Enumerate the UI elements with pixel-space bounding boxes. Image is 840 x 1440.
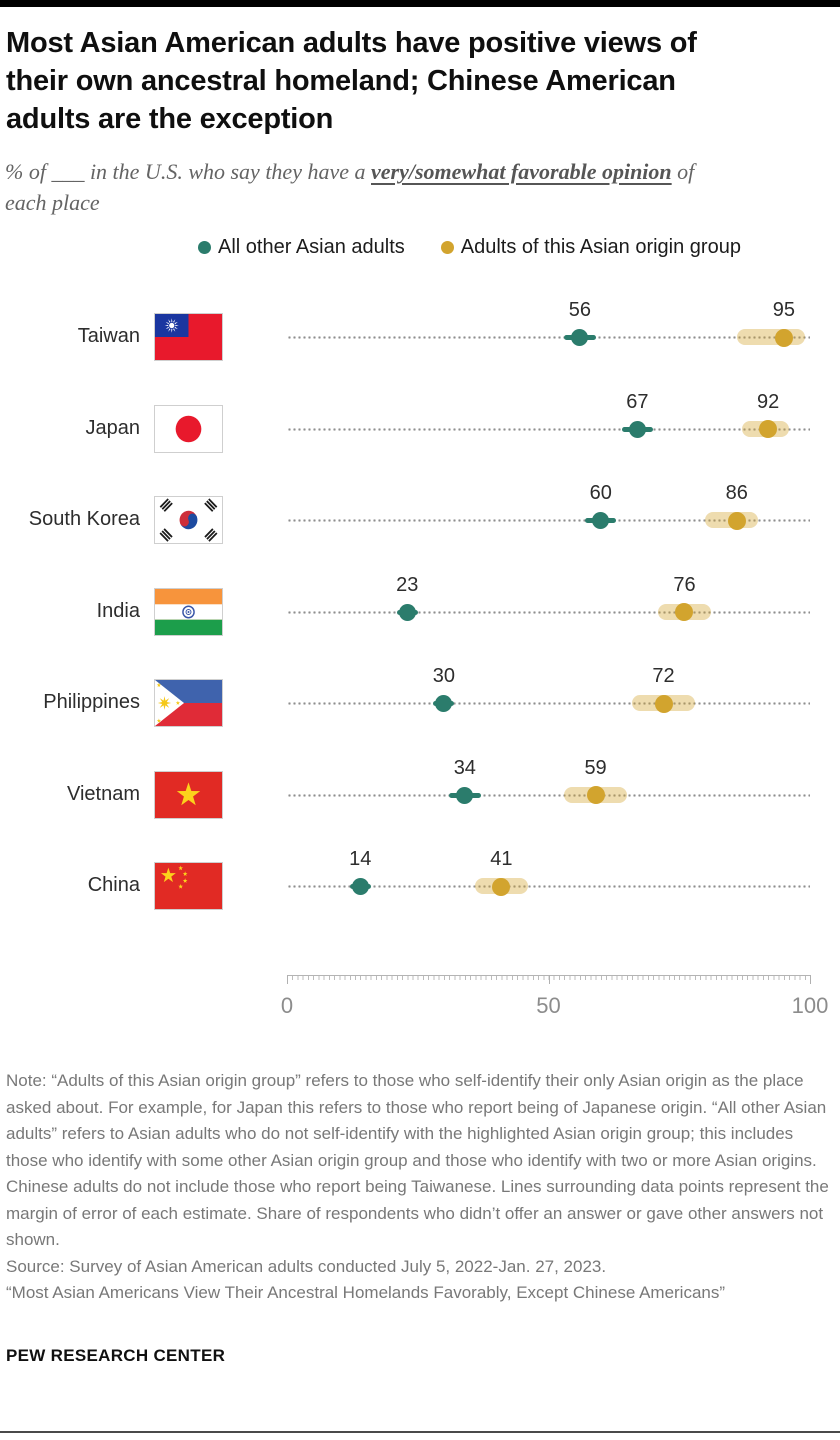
origin-dot	[774, 328, 793, 347]
axis-tick-100	[810, 975, 811, 984]
legend-label-origin: Adults of this Asian origin group	[460, 236, 741, 258]
subtitle-prefix: % of ___ in the U.S. who say they have a	[5, 159, 371, 184]
other-dot	[435, 695, 453, 712]
dotted-guide-line	[287, 793, 810, 797]
row-plot: 67 92	[287, 383, 810, 475]
row-philippines: Philippines 30 72	[0, 657, 840, 749]
origin-dot	[654, 694, 673, 713]
dotted-guide-line	[287, 519, 810, 522]
legend-item-origin: Adults of this Asian origin group	[440, 236, 741, 259]
page-title: Most Asian American adults have positive…	[6, 24, 818, 138]
top-accent-bar	[0, 0, 840, 7]
country-label: Japan	[85, 416, 141, 439]
axis-label-100: 100	[791, 993, 829, 1018]
other-value-label: 67	[626, 390, 649, 413]
legend-label-other: All other Asian adults	[218, 236, 405, 258]
source-text: Source: Survey of Asian American adults …	[6, 1256, 607, 1276]
legend-item-other: All other Asian adults	[198, 236, 405, 259]
gold-dot-icon	[440, 241, 454, 254]
origin-value-label: 95	[772, 299, 795, 321]
teal-dot-icon	[198, 241, 211, 254]
country-label: South Korea	[28, 508, 140, 530]
row-plot: 14 41	[287, 840, 810, 932]
other-value-label: 30	[432, 665, 456, 687]
chart-subtitle: % of ___ in the U.S. who say they have a…	[5, 156, 705, 218]
origin-value-label: 72	[652, 665, 675, 687]
other-dot	[592, 512, 610, 529]
dotted-guide-line	[287, 427, 810, 431]
dotted-guide-line	[287, 610, 810, 614]
country-label: Vietnam	[66, 782, 140, 805]
china-flag-icon	[154, 862, 223, 910]
other-value-label: 14	[349, 848, 372, 870]
footer-text: Note: “Adults of this Asian origin group…	[6, 1068, 836, 1307]
title-line-2: their own ancestral homeland; Chinese Am…	[6, 65, 676, 97]
india-flag-icon	[154, 587, 223, 636]
row-plot: 23 76	[287, 566, 810, 658]
southkorea-flag-icon	[154, 496, 223, 544]
other-value-label: 23	[396, 573, 419, 596]
axis-label-0: 0	[280, 993, 294, 1018]
origin-value-label: 41	[490, 848, 513, 870]
row-plot: 30 72	[287, 657, 810, 749]
taiwan-flag-icon	[154, 313, 223, 361]
row-taiwan: Taiwan 56 95	[0, 291, 840, 383]
title-line-3: adults are the exception	[6, 103, 334, 135]
origin-value-label: 59	[584, 756, 607, 779]
dotted-guide-line	[287, 702, 810, 705]
other-value-label: 56	[568, 299, 591, 321]
other-dot	[351, 878, 369, 895]
dotted-guide-line	[287, 885, 810, 888]
country-label: India	[96, 599, 140, 622]
country-label: Taiwan	[77, 325, 140, 347]
row-plot: 60 86	[287, 474, 810, 566]
row-india: India 23 76	[0, 566, 840, 658]
origin-dot	[586, 786, 605, 804]
country-label: China	[87, 874, 140, 896]
axis-tick-0	[287, 975, 288, 984]
row-plot: 34 59	[287, 749, 810, 841]
other-dot	[398, 603, 416, 621]
row-vietnam: Vietnam 34 59	[0, 749, 840, 841]
subtitle-emphasis: very/somewhat favorable opinion	[371, 159, 672, 184]
origin-dot	[492, 877, 511, 896]
row-japan: Japan 67 92	[0, 383, 840, 475]
row-plot: 56 95	[287, 291, 810, 383]
other-dot	[456, 786, 474, 804]
x-axis: 0 50 100	[281, 975, 828, 1021]
origin-value-label: 92	[757, 390, 780, 413]
report-title-text: “Most Asian Americans View Their Ancestr…	[6, 1283, 726, 1302]
row-southkorea: South Korea 60 86	[0, 474, 840, 566]
dot-plot-chart: Taiwan 56 95 Japan 67 92 South Kor	[0, 291, 840, 932]
philippines-flag-icon	[154, 679, 223, 727]
subtitle-suffix: of each place	[5, 159, 695, 215]
pew-research-center-logo: PEW RESEARCH CENTER	[6, 1346, 226, 1365]
origin-dot	[727, 511, 746, 530]
row-china: China 14 41	[0, 840, 840, 932]
bottom-divider	[0, 1431, 840, 1433]
origin-dot	[759, 420, 778, 438]
title-line-1: Most Asian American adults have positive…	[6, 27, 697, 59]
note-text: Note: “Adults of this Asian origin group…	[6, 1071, 829, 1249]
country-label: Philippines	[43, 691, 140, 713]
chart-legend: All other Asian adults Adults of this As…	[198, 236, 741, 259]
vietnam-flag-icon	[154, 770, 223, 819]
origin-value-label: 76	[673, 573, 696, 596]
origin-dot	[675, 603, 694, 621]
axis-label-50: 50	[536, 993, 561, 1018]
other-value-label: 60	[589, 482, 612, 504]
japan-flag-icon	[154, 404, 223, 453]
dotted-guide-line	[287, 336, 810, 339]
other-dot	[571, 329, 589, 346]
other-dot	[628, 420, 646, 438]
origin-moe-band	[736, 329, 805, 345]
axis-tick-50	[548, 975, 550, 984]
origin-value-label: 86	[725, 482, 748, 504]
other-value-label: 34	[453, 756, 476, 779]
